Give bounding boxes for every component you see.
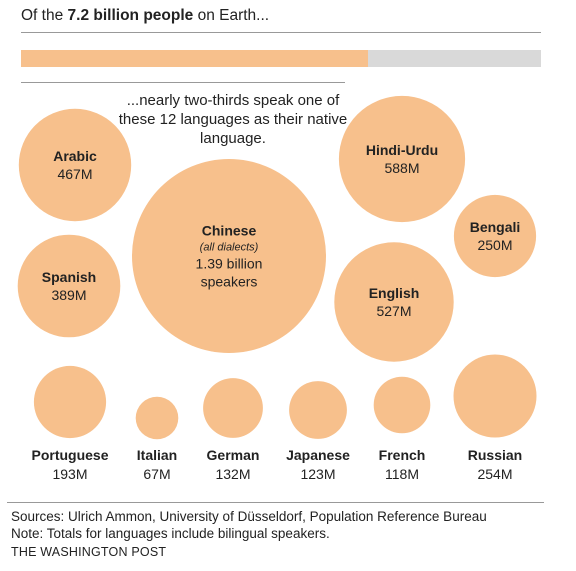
bubble-circle-japanese (289, 381, 347, 439)
bubble-circle-russian (453, 354, 537, 438)
bubble-circle-arabic (18, 108, 132, 222)
bubble-label-italian: 67M (143, 466, 170, 482)
share-bar (21, 50, 541, 67)
bubble-circle-german (203, 378, 263, 438)
sources-text: Sources: Ulrich Ammon, University of Düs… (11, 509, 487, 524)
sources-block: Sources: Ulrich Ammon, University of Düs… (11, 508, 487, 542)
share-bar-rest (367, 50, 541, 67)
bubble-label-bengali: 250M (477, 237, 512, 253)
bubble-label-russian: 254M (477, 466, 512, 482)
bubble-spanish: Spanish 389M (17, 234, 121, 338)
bubble-circle-spanish (17, 234, 121, 338)
headline: Of the 7.2 billion people on Earth... (21, 7, 269, 25)
bubble-arabic: Arabic 467M (18, 108, 132, 222)
bubble-portuguese: Portuguese 193M (31, 365, 109, 482)
bubble-german: German 132M (203, 378, 263, 482)
headline-bold: 7.2 billion people (67, 7, 194, 24)
bubble-french: French 118M (373, 376, 431, 482)
bottom-rule (7, 502, 544, 503)
bubble-name-german: German (207, 447, 260, 463)
bubble-circle-english (334, 242, 454, 362)
share-bar-fill (21, 50, 368, 67)
bubble-label-arabic: 467M (57, 166, 92, 182)
bubble-sub-chinese: (all dialects) (200, 242, 259, 254)
bubble-circle-hindi-urdu (338, 95, 466, 223)
bar-rule (21, 82, 345, 83)
bubble-circle-italian (135, 396, 179, 440)
bubble-label-chinese: 1.39 billion (196, 256, 263, 272)
bubble-label-french: 118M (385, 466, 419, 482)
bubble-label-spanish: 389M (51, 287, 86, 303)
bubble-name-russian: Russian (468, 447, 522, 463)
bubble-circle-bengali (453, 194, 537, 278)
bubble-label-english: 527M (376, 303, 411, 319)
bubble-label-hindi-urdu: 588M (384, 160, 419, 176)
bubble-name-french: French (379, 447, 426, 463)
bubble-english: English 527M (334, 242, 454, 362)
bubble-circle-portuguese (33, 365, 107, 439)
bubble-name-spanish: Spanish (42, 269, 96, 285)
bubble-name-hindi-urdu: Hindi-Urdu (366, 142, 438, 158)
bubble-name-chinese: Chinese (202, 223, 257, 239)
bubble-name-arabic: Arabic (53, 148, 97, 164)
bubble-label-japanese: 123M (300, 466, 335, 482)
bubble-label2-chinese: speakers (201, 274, 258, 290)
top-rule (21, 32, 541, 33)
bubble-label-german: 132M (215, 466, 250, 482)
bubble-name-japanese: Japanese (286, 447, 350, 463)
bubble-russian: Russian 254M (453, 354, 537, 482)
bubble-chinese: Chinese (all dialects) 1.39 billion speaker… (132, 159, 326, 353)
bubble-name-bengali: Bengali (470, 219, 521, 235)
bubble-circle-chinese (132, 159, 326, 353)
bubble-bengali: Bengali 250M (453, 194, 537, 278)
headline-suffix: on Earth... (193, 7, 270, 24)
bubble-hindi-urdu: Hindi-Urdu 588M (338, 95, 466, 223)
bubble-italian: Italian 67M (135, 396, 179, 482)
bubble-label-portuguese: 193M (52, 466, 87, 482)
bubble-name-portuguese: Portuguese (31, 447, 108, 463)
bubble-name-english: English (369, 285, 420, 301)
bubble-japanese: Japanese 123M (286, 381, 350, 482)
bubble-name-italian: Italian (137, 447, 177, 463)
footnote-text: Note: Totals for languages include bilin… (11, 526, 330, 541)
headline-prefix: Of the (21, 7, 68, 24)
intro-note: ...nearly two-thirds speak one of these … (118, 92, 348, 147)
bubble-circle-french (373, 376, 431, 434)
publisher-credit: THE WASHINGTON POST (11, 545, 167, 559)
